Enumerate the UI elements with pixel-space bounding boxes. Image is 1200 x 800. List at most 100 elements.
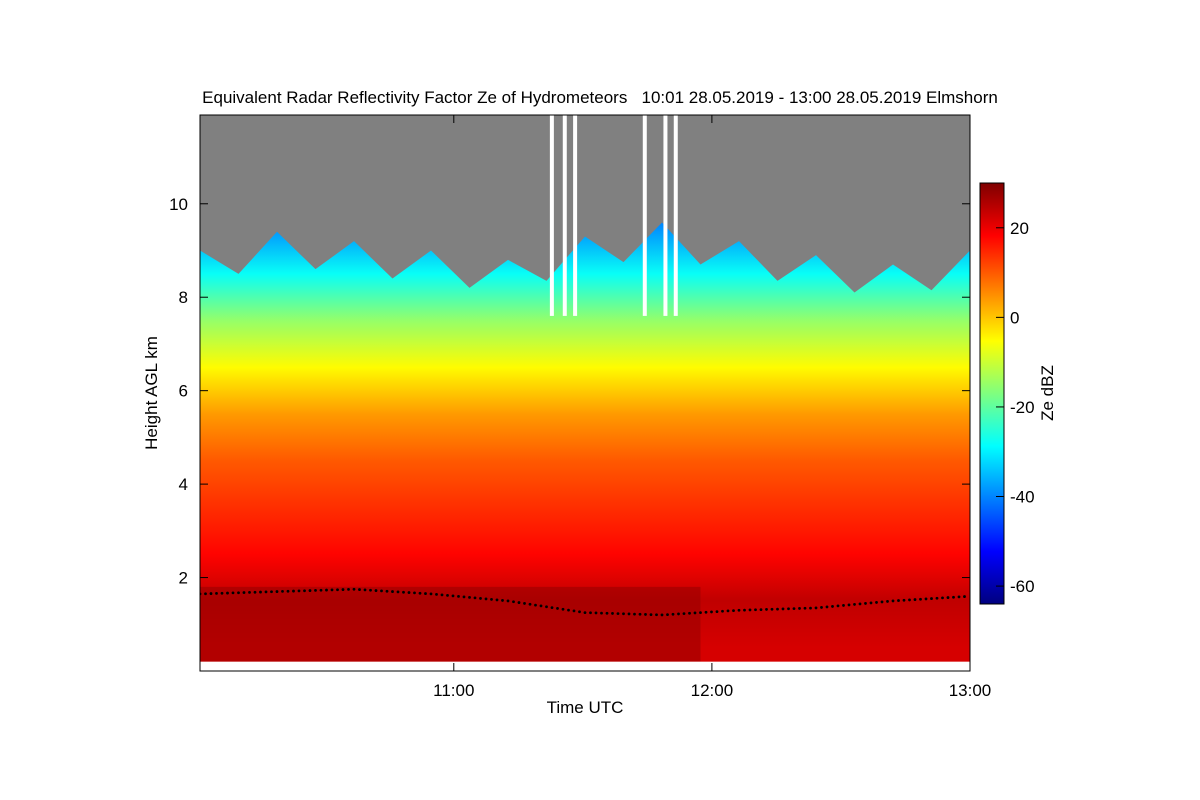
melting-layer-point bbox=[215, 592, 218, 595]
x-tick-label: 11:00 bbox=[433, 681, 474, 700]
melting-layer-point bbox=[831, 605, 834, 608]
y-axis-label: Height AGL km bbox=[142, 336, 161, 450]
melting-layer-point bbox=[677, 612, 680, 616]
melting-layer-point bbox=[435, 593, 438, 596]
melting-layer-point bbox=[347, 588, 350, 591]
data-gap-3 bbox=[642, 115, 647, 316]
melting-layer-point bbox=[545, 605, 548, 609]
colorbar-tick-label: -40 bbox=[1010, 488, 1035, 507]
melting-layer-point bbox=[759, 608, 763, 611]
y-tick-label: 6 bbox=[179, 382, 188, 401]
melting-layer-point bbox=[358, 588, 361, 591]
melting-layer-point bbox=[308, 589, 312, 592]
melting-layer-point bbox=[963, 595, 966, 598]
melting-layer-point bbox=[941, 596, 944, 600]
melting-layer-point bbox=[875, 601, 878, 604]
melting-layer-point bbox=[281, 590, 284, 593]
melting-layer-point bbox=[374, 589, 378, 592]
melting-layer-point bbox=[792, 607, 796, 610]
melting-layer-point bbox=[231, 591, 235, 595]
melting-layer-point bbox=[715, 610, 719, 613]
surface-clutter-strip bbox=[200, 661, 970, 671]
melting-layer-point bbox=[809, 606, 812, 610]
melting-layer-point bbox=[462, 595, 466, 599]
melting-layer-point bbox=[297, 589, 301, 593]
x-tick-label: 12:00 bbox=[691, 681, 734, 700]
melting-layer-point bbox=[561, 607, 565, 611]
melting-layer-point bbox=[743, 608, 746, 612]
melting-layer-point bbox=[369, 588, 372, 592]
reflectivity-field bbox=[200, 115, 970, 671]
melting-layer-point bbox=[495, 598, 499, 602]
melting-layer-point bbox=[506, 599, 510, 603]
melting-layer-point bbox=[336, 588, 339, 592]
melting-layer-point bbox=[660, 613, 664, 617]
melting-layer-point bbox=[270, 590, 273, 594]
melting-layer-point bbox=[935, 596, 939, 600]
melting-layer-point bbox=[523, 602, 526, 605]
melting-layer-point bbox=[732, 609, 735, 612]
melting-layer-point bbox=[413, 591, 416, 595]
melting-layer-point bbox=[946, 596, 950, 599]
melting-layer-point bbox=[325, 588, 328, 592]
melting-layer-point bbox=[380, 589, 383, 593]
melting-layer-point bbox=[396, 590, 400, 594]
melting-layer-point bbox=[820, 606, 823, 609]
melting-layer-point bbox=[583, 611, 587, 614]
melting-layer-point bbox=[847, 603, 851, 607]
melting-layer-point bbox=[556, 607, 559, 610]
melting-layer-point bbox=[209, 592, 213, 595]
melting-layer-point bbox=[710, 610, 713, 614]
melting-layer-point bbox=[446, 594, 449, 597]
melting-layer-point bbox=[572, 609, 576, 613]
melting-layer-point bbox=[748, 608, 752, 612]
melting-layer-point bbox=[655, 613, 658, 617]
data-gap-4 bbox=[663, 115, 668, 316]
melting-layer-point bbox=[627, 612, 631, 616]
melting-layer-point bbox=[671, 612, 675, 616]
melting-layer-point bbox=[853, 603, 856, 606]
melting-layer-point bbox=[611, 612, 614, 615]
melting-layer-point bbox=[693, 611, 697, 615]
melting-layer-point bbox=[644, 613, 647, 616]
melting-layer-point bbox=[402, 590, 405, 594]
colorbar-tick-label: 0 bbox=[1010, 308, 1019, 327]
melting-layer-point bbox=[787, 607, 790, 611]
melting-layer-point bbox=[600, 611, 603, 615]
melting-layer-point bbox=[330, 588, 334, 592]
melting-layer-point bbox=[501, 599, 504, 602]
melting-layer-point bbox=[490, 598, 493, 601]
melting-layer-point bbox=[589, 611, 592, 615]
melting-layer-point bbox=[303, 589, 306, 593]
melting-layer-point bbox=[275, 590, 279, 593]
melting-layer-point bbox=[721, 609, 724, 613]
melting-layer-point bbox=[688, 611, 691, 615]
melting-layer-point bbox=[292, 589, 295, 593]
melting-layer-point bbox=[902, 598, 906, 602]
melting-layer-point bbox=[391, 590, 394, 593]
colorbar bbox=[979, 182, 1005, 605]
melting-layer-point bbox=[836, 604, 840, 608]
data-gap-0 bbox=[549, 115, 554, 316]
melting-layer-point bbox=[528, 602, 532, 606]
melting-layer-point bbox=[770, 607, 774, 611]
melting-layer-point bbox=[457, 595, 460, 598]
melting-layer-point bbox=[407, 591, 411, 594]
chart-title: Equivalent Radar Reflectivity Factor Ze … bbox=[202, 88, 998, 107]
melting-layer-point bbox=[842, 604, 845, 607]
melting-layer-point bbox=[930, 597, 933, 600]
melting-layer-point bbox=[220, 591, 224, 595]
melting-layer-point bbox=[616, 612, 620, 615]
melting-layer-point bbox=[803, 606, 807, 610]
melting-layer-point bbox=[638, 612, 642, 616]
melting-layer-point bbox=[473, 596, 477, 600]
melting-layer-point bbox=[754, 608, 757, 612]
melting-layer-point bbox=[869, 601, 873, 605]
melting-layer-point bbox=[880, 600, 884, 604]
low-level-band bbox=[200, 586, 701, 662]
melting-layer-point bbox=[512, 600, 515, 604]
melting-layer-point bbox=[204, 592, 207, 596]
melting-layer-point bbox=[264, 590, 268, 594]
melting-layer-point bbox=[341, 588, 345, 591]
